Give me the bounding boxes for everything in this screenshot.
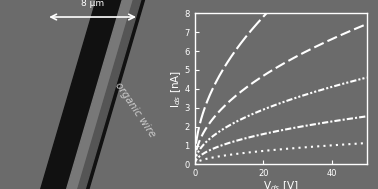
X-axis label: V$_{ds}$ [V]: V$_{ds}$ [V] bbox=[263, 180, 299, 189]
Y-axis label: I$_{ds}$ [nA]: I$_{ds}$ [nA] bbox=[169, 70, 183, 108]
Text: 8 μm: 8 μm bbox=[81, 0, 104, 8]
Text: organic wire: organic wire bbox=[113, 80, 157, 139]
